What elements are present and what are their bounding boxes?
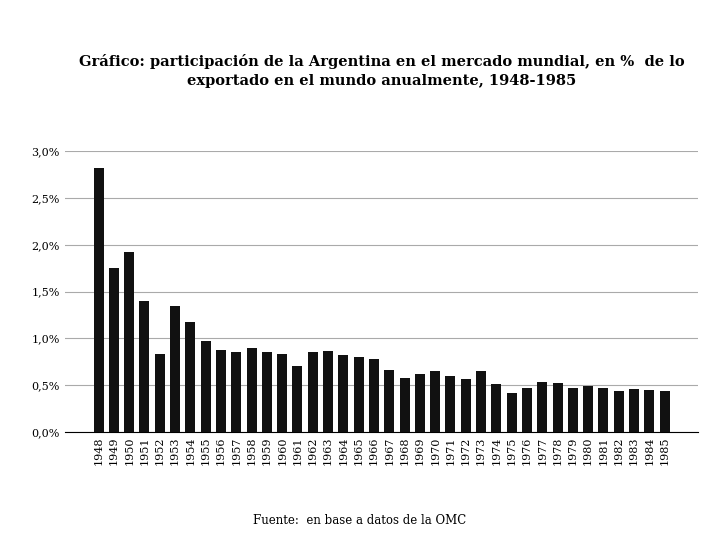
Bar [185, 322, 195, 432]
Bar [644, 390, 654, 432]
Bar [415, 374, 425, 432]
Bar [170, 306, 180, 432]
Bar [155, 354, 165, 432]
Bar [522, 388, 532, 432]
Bar [613, 391, 624, 432]
Bar [231, 352, 241, 432]
Bar [216, 349, 226, 432]
Bar [598, 388, 608, 432]
Bar [583, 386, 593, 432]
Bar [537, 382, 547, 432]
Bar [552, 383, 562, 432]
Bar [201, 341, 211, 432]
Bar [507, 393, 517, 432]
Bar [476, 371, 486, 432]
Bar [446, 376, 456, 432]
Bar [384, 370, 395, 432]
Bar [140, 301, 150, 432]
Bar [124, 252, 134, 432]
Bar [400, 377, 410, 432]
Bar [491, 384, 501, 432]
Bar [262, 352, 272, 432]
Bar [323, 350, 333, 432]
Bar [277, 354, 287, 432]
Bar [430, 371, 440, 432]
Bar [307, 353, 318, 432]
Bar [246, 348, 256, 432]
Bar [461, 379, 471, 432]
Bar [354, 357, 364, 432]
Bar [369, 359, 379, 432]
Text: Gráfico: participación de la Argentina en el mercado mundial, en %  de lo
export: Gráfico: participación de la Argentina e… [78, 54, 685, 89]
Bar [629, 389, 639, 432]
Bar [338, 355, 348, 432]
Bar [94, 168, 104, 432]
Text: Fuente:  en base a datos de la OMC: Fuente: en base a datos de la OMC [253, 514, 467, 526]
Bar [660, 391, 670, 432]
Bar [568, 388, 578, 432]
Bar [109, 268, 119, 432]
Bar [292, 367, 302, 432]
